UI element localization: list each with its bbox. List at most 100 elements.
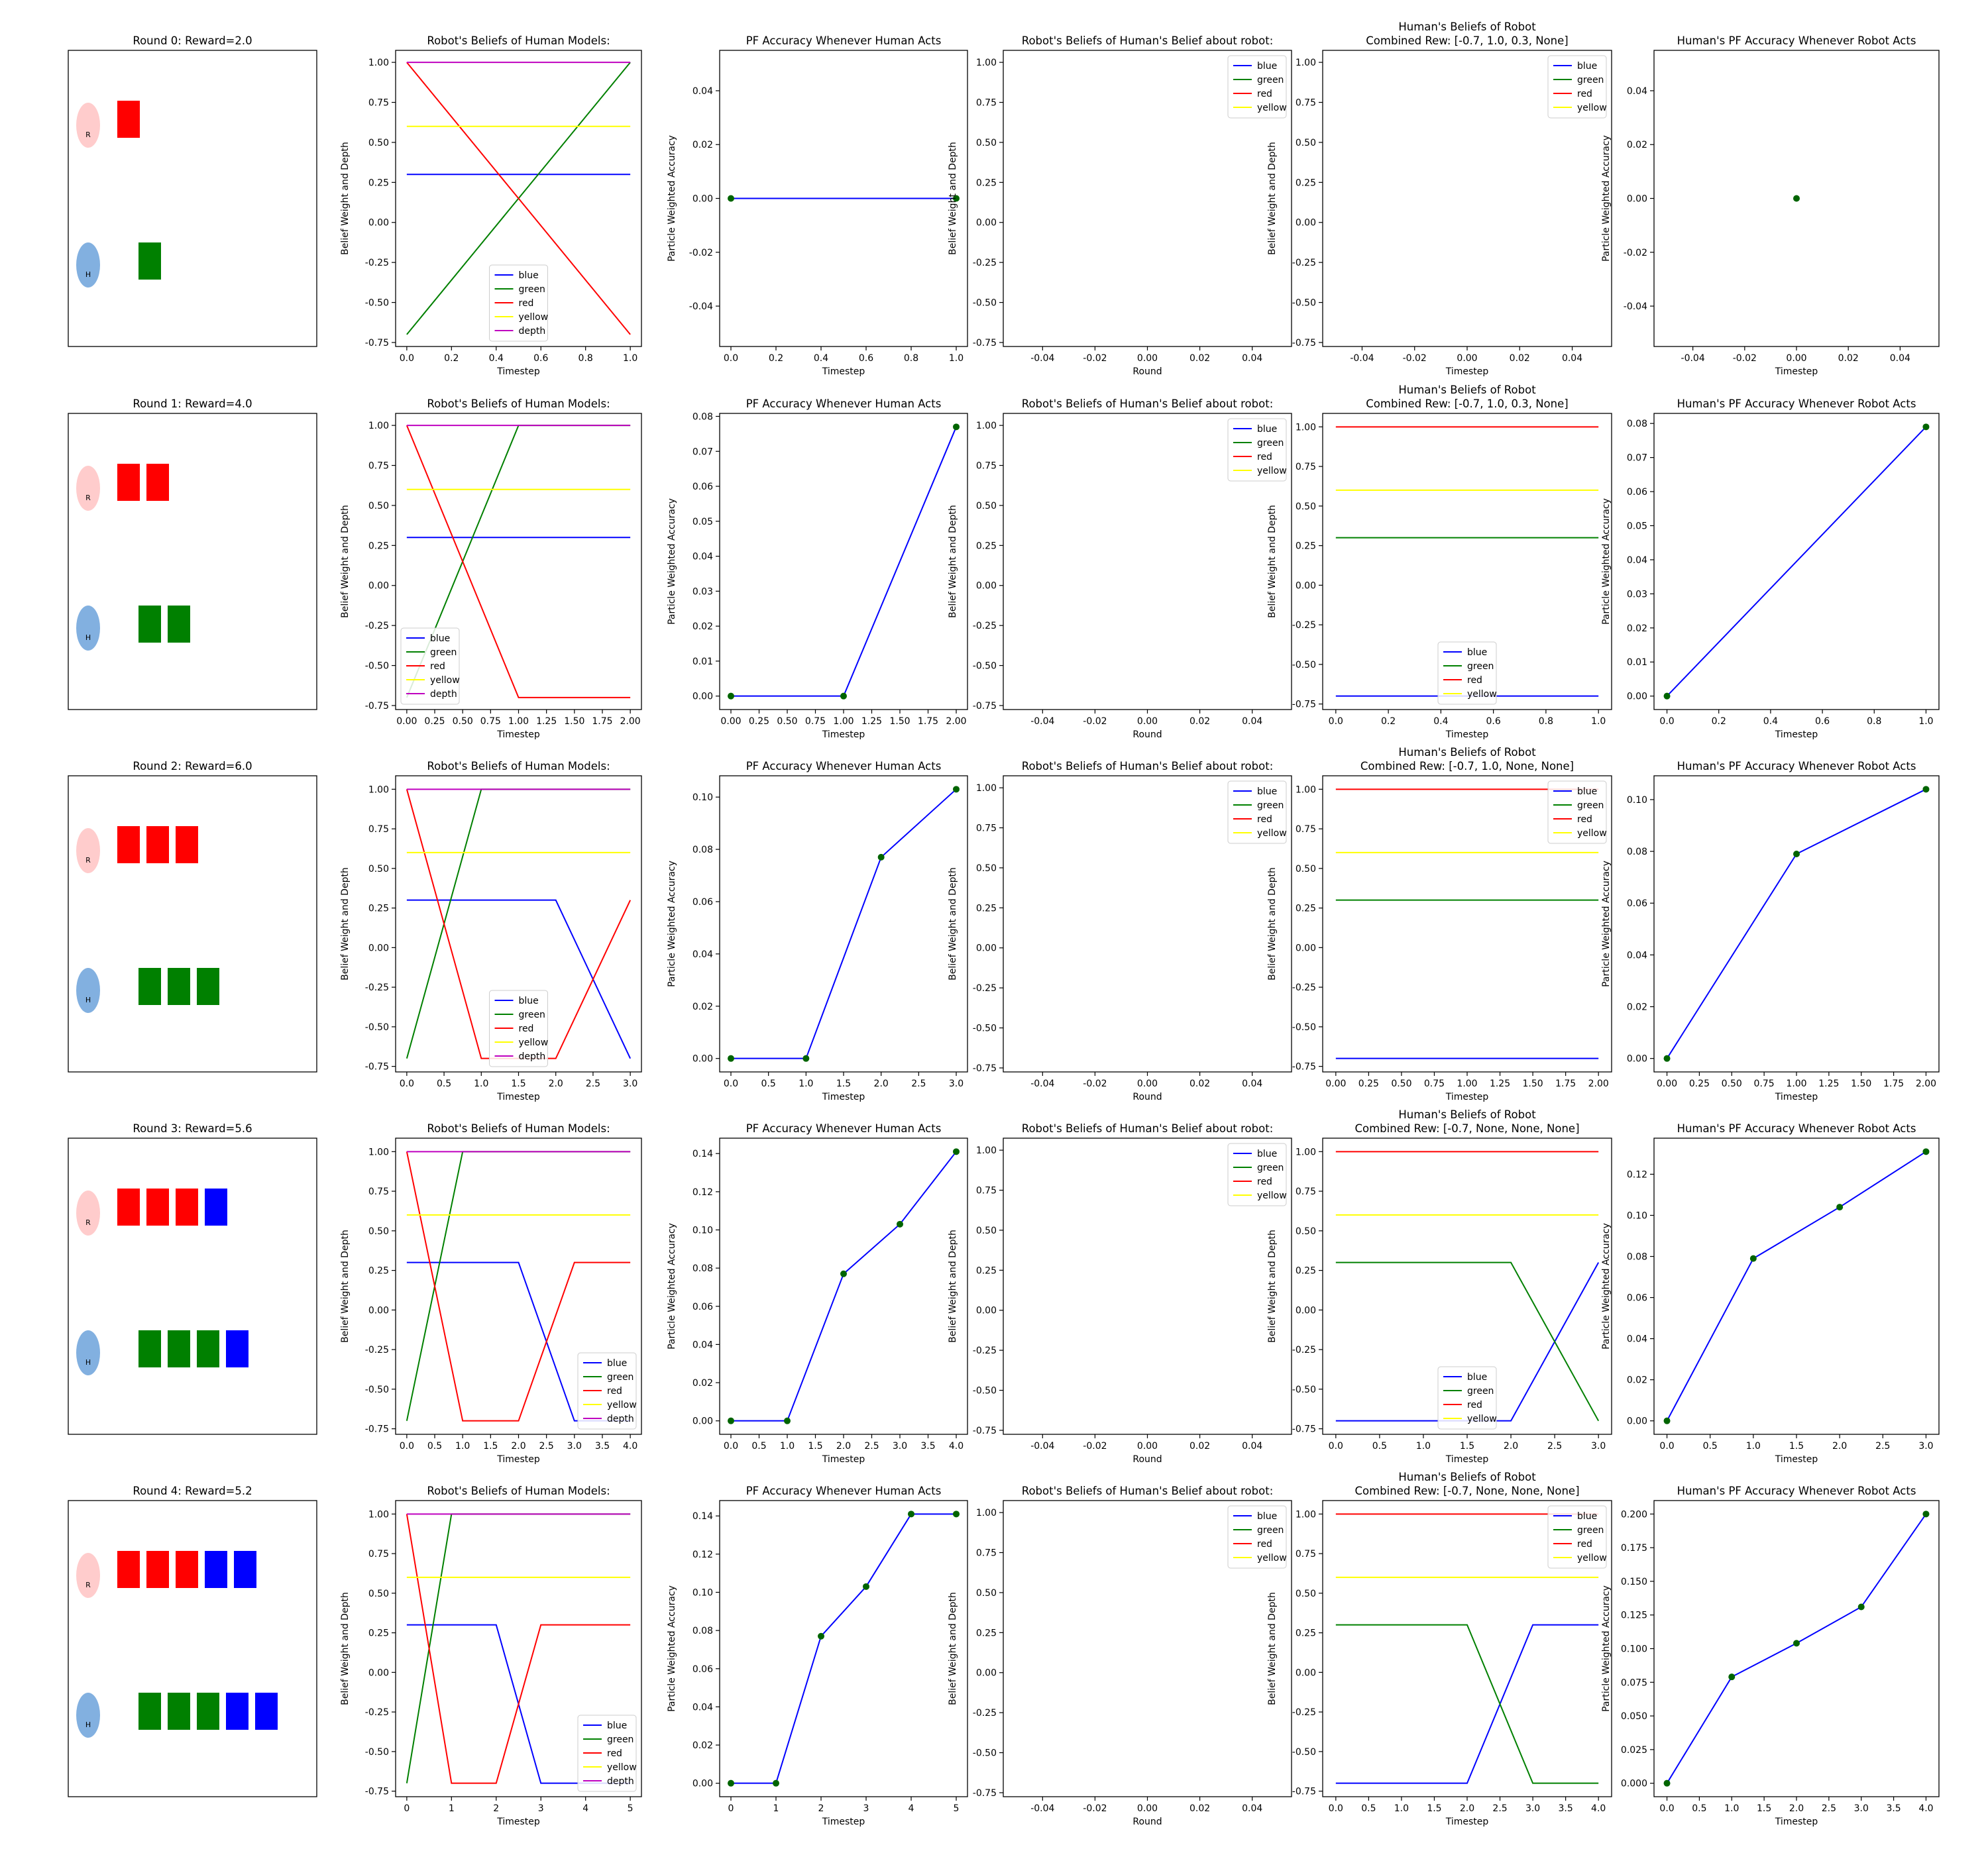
- scene-title: Round 4: Reward=5.2: [133, 1485, 252, 1497]
- series-line-blue: [1335, 1624, 1599, 1784]
- y-tick-label: 0.08: [1627, 1252, 1647, 1263]
- legend-box: [400, 627, 460, 705]
- chart-title: Robot's Beliefs of Human Models:: [427, 1122, 610, 1135]
- panel-pf-human: 0.0 0.5 1.0 1.5 2.0 2.5 3.0 0.00 0.02 0.04 0.06 0.0…: [667, 760, 968, 1102]
- x-tick-label: 0.2: [769, 353, 783, 364]
- y-tick-label: 0.25: [1296, 904, 1316, 914]
- human-block: [168, 1330, 190, 1367]
- x-axis-label: Timestep: [822, 1817, 865, 1827]
- x-tick-label: -0.04: [1030, 716, 1054, 727]
- y-tick-label: 0.00: [1627, 1416, 1647, 1427]
- y-tick-label: 0.04: [1627, 86, 1647, 97]
- chart-title: PF Accuracy Whenever Human Acts: [746, 760, 942, 772]
- y-axis-label: Belief Weight and Depth: [948, 867, 958, 980]
- y-tick-label: 0.75: [976, 461, 997, 472]
- legend-label-red: red: [1577, 89, 1592, 99]
- x-tick-label: 1.0: [474, 1079, 488, 1089]
- x-tick-label: -0.04: [1030, 1803, 1054, 1814]
- panel-pf-robot: 0.0 0.5 1.0 1.5 2.0 2.5 3.0 0.00 0.02 0.04 0.06 0.0…: [1601, 1122, 1940, 1465]
- y-axis-label: Belief Weight and Depth: [1267, 142, 1278, 255]
- chart-title: PF Accuracy Whenever Human Acts: [746, 1122, 942, 1135]
- panel-robot-human-belief: -0.04 -0.02 0.00 0.02 0.04 -0.75 -0.50 -0.25 0.0…: [948, 760, 1292, 1102]
- x-tick-label: 3.0: [949, 1079, 964, 1089]
- human-block: [138, 606, 161, 643]
- series-line-red: [406, 1151, 631, 1422]
- panel-robot-beliefs: 0.00 0.25 0.50 0.75 1.00 1.25 1.50 1.75 2.00 -0.7…: [340, 398, 642, 740]
- y-tick-label: 0.150: [1621, 1577, 1647, 1587]
- y-axis-label: Belief Weight and Depth: [1267, 867, 1278, 980]
- y-tick-label: -0.75: [365, 1424, 389, 1435]
- y-axis-label: Belief Weight and Depth: [340, 505, 351, 618]
- x-tick-label: 2.0: [1460, 1803, 1474, 1814]
- x-tick-label: 0.00: [1137, 353, 1158, 364]
- x-tick-label: 0.0: [400, 1441, 414, 1452]
- x-tick-label: 2.5: [1875, 1441, 1890, 1452]
- y-tick-label: -0.50: [1292, 660, 1316, 670]
- robot-block: [146, 1551, 169, 1588]
- legend-label-green: green: [519, 284, 545, 295]
- y-tick-label: 0.25: [976, 541, 997, 551]
- human-block: [226, 1330, 248, 1367]
- plot-frame: [1653, 1138, 1940, 1435]
- y-axis-label: Particle Weighted Accuracy: [667, 861, 677, 987]
- y-tick-label: 1.00: [368, 784, 389, 795]
- legend-box: [1547, 1505, 1607, 1569]
- y-tick-label: 0.04: [692, 1702, 713, 1713]
- accuracy-point: [728, 1055, 734, 1062]
- x-tick-label: 1.0: [949, 353, 964, 364]
- y-axis-label: Particle Weighted Accuracy: [667, 135, 677, 262]
- y-tick-label: 0.08: [1627, 419, 1647, 429]
- legend-box: [489, 990, 548, 1067]
- y-tick-label: 0.50: [976, 501, 997, 511]
- legend-label-green: green: [1257, 438, 1284, 449]
- chart-subtitle: Combined Rew: [-0.7, 1.0, 0.3, None]: [1366, 398, 1568, 410]
- accuracy-point: [840, 692, 847, 700]
- legend: blue green red yellow depth: [400, 627, 460, 705]
- x-tick-label: 0.75: [1424, 1079, 1445, 1089]
- x-tick-label: 2.5: [864, 1441, 879, 1452]
- legend-box: [1437, 641, 1497, 705]
- y-tick-label: 0.50: [1296, 1226, 1316, 1237]
- x-tick-label: 1.0: [1724, 1803, 1739, 1814]
- y-tick-label: 0.50: [368, 501, 389, 511]
- legend-label-yellow: yellow: [1467, 689, 1497, 700]
- legend: blue green red yellow: [1547, 55, 1607, 119]
- x-tick-label: 0.04: [1242, 1803, 1262, 1814]
- y-axis-label: Belief Weight and Depth: [1267, 1230, 1278, 1343]
- human-block: [197, 1330, 219, 1367]
- human-block: [168, 1693, 190, 1730]
- chart-title: Human's Beliefs of Robot: [1398, 1108, 1536, 1121]
- robot-agent-icon: [76, 828, 100, 873]
- x-tick-label: 2.00: [1916, 1079, 1936, 1089]
- x-tick-label: 1.00: [508, 716, 529, 727]
- human-agent-icon: [76, 606, 100, 651]
- x-tick-label: -0.02: [1733, 353, 1757, 364]
- y-axis-label: Belief Weight and Depth: [948, 1592, 958, 1705]
- y-tick-label: -0.25: [365, 982, 389, 993]
- y-tick-label: 0.75: [368, 1549, 389, 1560]
- panel-pf-robot: -0.04 -0.02 0.00 0.02 0.04 -0.04 -0.02 0.00 0.02…: [1601, 34, 1940, 377]
- x-tick-label: 0: [404, 1803, 410, 1814]
- chart-title: Robot's Beliefs of Human Models:: [427, 398, 610, 410]
- legend-label-red: red: [1577, 814, 1592, 825]
- y-tick-label: 0.00: [1296, 1668, 1316, 1678]
- x-axis-label: Round: [1132, 1092, 1162, 1102]
- chart-title: Robot's Beliefs of Human Models:: [427, 760, 610, 772]
- x-tick-label: 2.5: [586, 1079, 600, 1089]
- y-tick-label: -0.50: [365, 298, 389, 309]
- robot-block: [234, 1551, 256, 1588]
- robot-agent-label: R: [85, 856, 91, 865]
- y-tick-label: -0.75: [1292, 1787, 1316, 1797]
- y-tick-label: 0.25: [368, 904, 389, 914]
- legend-label-green: green: [1467, 1386, 1494, 1397]
- accuracy-point: [1793, 851, 1800, 858]
- x-tick-label: 0.5: [427, 1441, 442, 1452]
- y-tick-label: -0.50: [1292, 298, 1316, 309]
- chart-title: PF Accuracy Whenever Human Acts: [746, 398, 942, 410]
- chart-title: Robot's Beliefs of Human Models:: [427, 34, 610, 47]
- y-tick-label: -0.50: [365, 1022, 389, 1033]
- accuracy-point: [877, 853, 885, 861]
- y-tick-label: 0.00: [976, 943, 997, 954]
- chart-title: Robot's Beliefs of Human's Belief about …: [1022, 34, 1274, 47]
- y-tick-label: 0.07: [692, 447, 713, 457]
